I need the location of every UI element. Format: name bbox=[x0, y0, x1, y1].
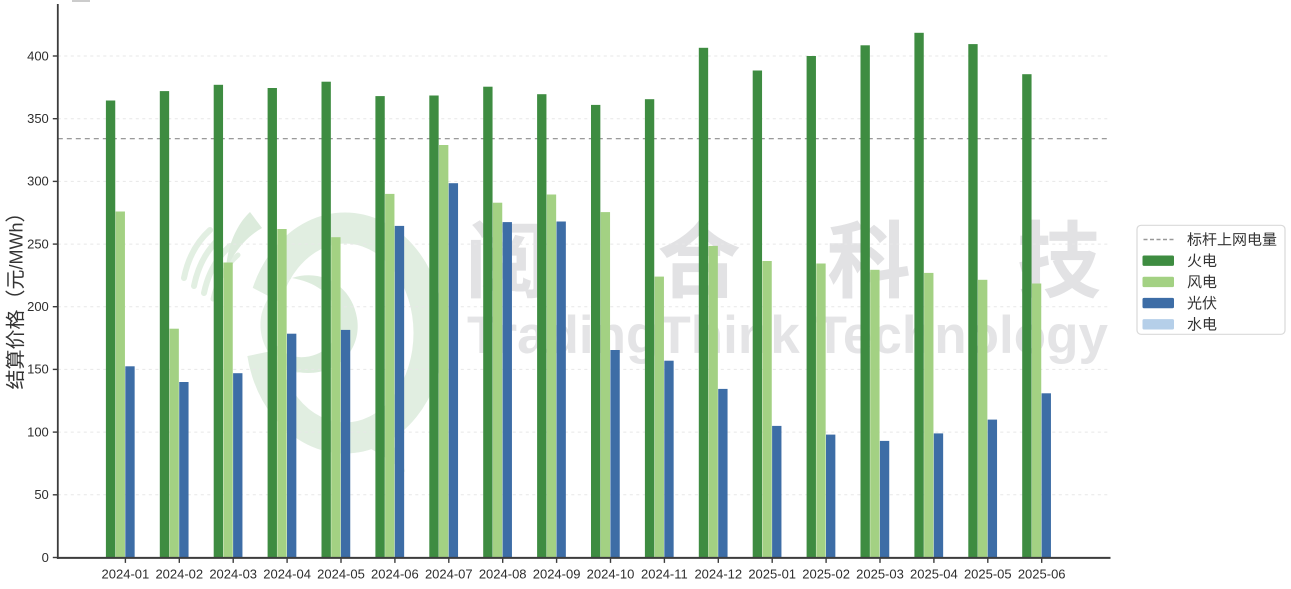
svg-text:2024-10: 2024-10 bbox=[587, 567, 635, 582]
svg-text:0: 0 bbox=[42, 550, 49, 565]
svg-text:2025-04: 2025-04 bbox=[910, 567, 958, 582]
svg-text:2024-09: 2024-09 bbox=[533, 567, 581, 582]
svg-text:TradingThink Technology: TradingThink Technology bbox=[467, 306, 1108, 365]
svg-text:350: 350 bbox=[27, 111, 49, 126]
svg-text:150: 150 bbox=[27, 362, 49, 377]
svg-text:2024-02: 2024-02 bbox=[155, 567, 203, 582]
svg-text:2025-02: 2025-02 bbox=[802, 567, 850, 582]
svg-text:2025-06: 2025-06 bbox=[1018, 567, 1066, 582]
svg-text:/MWh: /MWh bbox=[7, 223, 27, 270]
svg-text:2024-06: 2024-06 bbox=[371, 567, 419, 582]
svg-text:2024-11: 2024-11 bbox=[641, 567, 688, 582]
svg-text:2024-04: 2024-04 bbox=[263, 567, 311, 582]
svg-text:2025-05: 2025-05 bbox=[964, 567, 1012, 582]
svg-text:300: 300 bbox=[27, 174, 49, 189]
svg-text:2024-07: 2024-07 bbox=[425, 567, 473, 582]
svg-text:250: 250 bbox=[27, 236, 49, 251]
svg-text:2024-12: 2024-12 bbox=[694, 567, 742, 582]
svg-text:200: 200 bbox=[27, 299, 49, 314]
svg-text:50: 50 bbox=[34, 487, 48, 502]
svg-text:2025-03: 2025-03 bbox=[856, 567, 904, 582]
svg-text:400: 400 bbox=[27, 48, 49, 63]
svg-text:100: 100 bbox=[27, 424, 49, 439]
svg-text:2025-01: 2025-01 bbox=[748, 567, 796, 582]
svg-text:2024-05: 2024-05 bbox=[317, 567, 365, 582]
svg-text:2024-03: 2024-03 bbox=[209, 567, 257, 582]
svg-text:2024-01: 2024-01 bbox=[102, 567, 150, 582]
svg-text:2024-08: 2024-08 bbox=[479, 567, 527, 582]
